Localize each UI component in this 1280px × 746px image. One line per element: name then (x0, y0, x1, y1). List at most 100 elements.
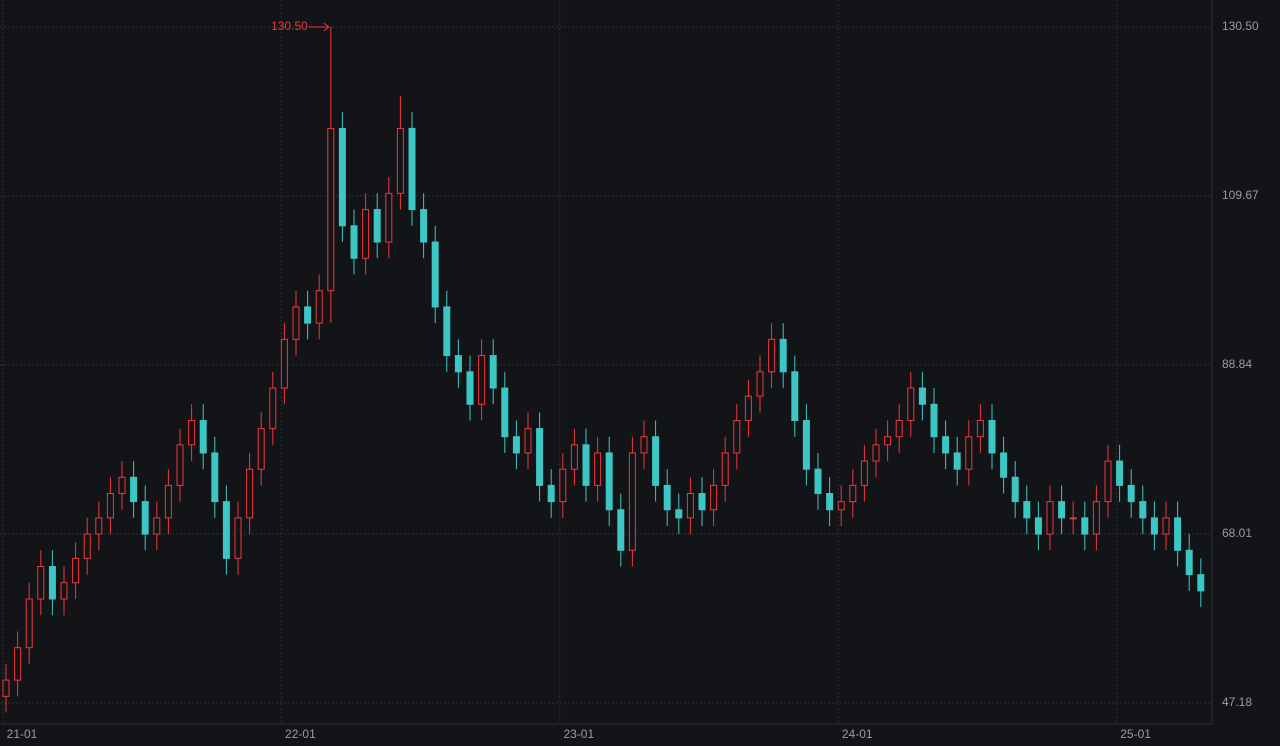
candle-body (1000, 452, 1008, 478)
candle-body (1011, 476, 1019, 503)
candle-body (130, 476, 138, 503)
candle-body (907, 387, 915, 421)
candle-body (489, 355, 497, 389)
candle-body (153, 517, 161, 535)
annotation-arrowhead (323, 22, 330, 32)
x-tick-label: 24-01 (842, 727, 873, 741)
candle-body (652, 436, 660, 486)
candle-body (791, 371, 799, 421)
candle-body (60, 582, 68, 600)
candle-body (443, 306, 451, 357)
candle-body (918, 387, 926, 405)
candle-body (234, 517, 242, 559)
candle-body (106, 493, 114, 519)
annotation-label: 130.50 (271, 19, 308, 33)
candle-body (872, 444, 880, 462)
candle-body (1023, 501, 1031, 519)
candle-body (1116, 460, 1124, 486)
candle-body (176, 444, 184, 486)
candle-body (547, 484, 555, 503)
candle-body (675, 509, 683, 519)
candle-body (304, 306, 312, 324)
candle-body (211, 452, 219, 503)
candle-body (1139, 501, 1147, 519)
candle-body (269, 387, 277, 430)
candle-body (350, 225, 358, 259)
candle-body (744, 395, 752, 421)
candle-body (826, 493, 834, 511)
candle-body (396, 127, 404, 194)
candle-body (721, 452, 729, 486)
candle-body (524, 428, 532, 454)
candle-body (478, 355, 486, 405)
candle-body (837, 501, 845, 511)
candle-body (1081, 517, 1089, 535)
candle-body (48, 566, 56, 600)
candle-body (501, 387, 509, 438)
candle-body (37, 566, 45, 600)
candle-body (570, 444, 578, 470)
candle-body (988, 419, 996, 454)
candle-body (431, 241, 439, 308)
candle-body (930, 403, 938, 438)
candle-body (257, 428, 265, 470)
candle-body (2, 679, 10, 697)
candle-body (1197, 574, 1205, 592)
candle-body (733, 419, 741, 454)
candle-body (466, 371, 474, 405)
candle-body (953, 452, 961, 470)
candle-body (965, 436, 973, 470)
candle-body (698, 493, 706, 511)
candle-body (1069, 517, 1077, 520)
candle-body (1104, 460, 1112, 503)
x-tick-label: 23-01 (563, 727, 594, 741)
candle-body (559, 468, 567, 503)
y-tick-label: 47.18 (1222, 695, 1252, 709)
candle-body (164, 484, 172, 519)
candle-body (1185, 549, 1193, 576)
candle-body (1046, 501, 1054, 535)
x-tick-label: 22-01 (285, 727, 316, 741)
candle-body (118, 476, 126, 495)
candle-body (768, 338, 776, 373)
candle-body (1150, 517, 1158, 535)
candle-body (14, 647, 22, 681)
candle-body (536, 428, 544, 486)
candle-body (849, 484, 857, 503)
candle-body (72, 557, 80, 584)
candle-body (338, 127, 346, 227)
y-tick-label: 68.01 (1222, 526, 1252, 540)
candle-body (292, 306, 300, 340)
candle-body (640, 436, 648, 454)
candle-body (188, 419, 196, 446)
candle-body (1034, 517, 1042, 535)
candle-body (199, 419, 207, 454)
candle-body (408, 127, 416, 211)
candle-body (83, 533, 91, 559)
y-tick-label: 88.84 (1222, 357, 1252, 371)
candle-body (594, 452, 602, 486)
candle-body (222, 501, 230, 559)
candle-body (1127, 484, 1135, 503)
candle-body (686, 493, 694, 519)
candle-body (280, 338, 288, 389)
candle-body (246, 468, 254, 519)
candle-body (942, 436, 950, 454)
candle-body (814, 468, 822, 495)
candle-body (617, 509, 625, 551)
candle-body (362, 209, 370, 259)
x-tick-label: 25-01 (1120, 727, 1151, 741)
y-tick-label: 130.50 (1222, 19, 1259, 33)
candle-body (1092, 501, 1100, 535)
candle-body (512, 436, 520, 454)
candle-body (756, 371, 764, 397)
x-tick-label: 21-01 (7, 727, 38, 741)
candle-body (779, 338, 787, 373)
candle-body (327, 127, 335, 292)
candle-body (802, 419, 810, 470)
candle-body (710, 484, 718, 511)
candle-body (385, 192, 393, 243)
candle-body (1058, 501, 1066, 519)
